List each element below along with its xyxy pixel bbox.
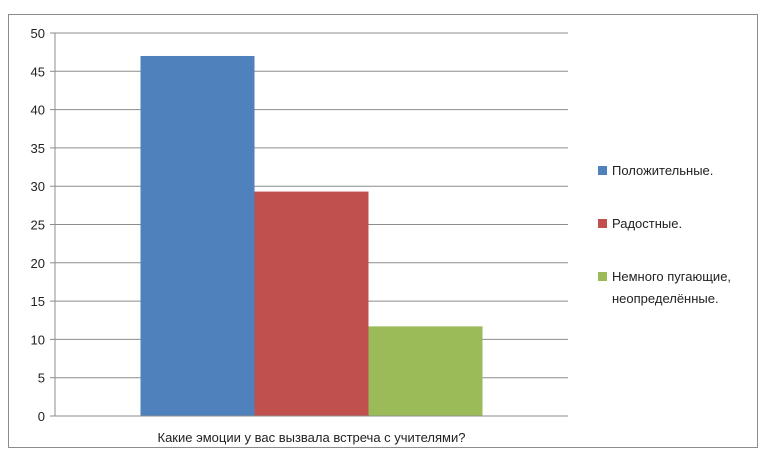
- bar-series-3: [368, 326, 483, 416]
- y-tick-label: 15: [31, 294, 45, 309]
- y-tick-label: 45: [31, 64, 45, 79]
- legend: Положительные. Радостные. Немного пугающие…: [598, 163, 731, 306]
- y-tick-label: 20: [31, 256, 45, 271]
- y-tick-label: 50: [31, 26, 45, 41]
- bar-series-1: [140, 55, 255, 416]
- y-tick-label: 35: [31, 141, 45, 156]
- legend-swatch-3: [598, 272, 607, 281]
- y-tick-label: 30: [31, 179, 45, 194]
- legend-label-1: Положительные.: [612, 163, 713, 178]
- y-axis-ticks: 0 5 10 15 20 25 30 35 40 45 50: [31, 26, 55, 424]
- legend-swatch-2: [598, 219, 607, 228]
- y-tick-label: 0: [38, 409, 45, 424]
- bar-series-2: [254, 191, 369, 416]
- y-tick-label: 5: [38, 371, 45, 386]
- legend-label-2: Радостные.: [612, 216, 682, 231]
- legend-label-3: Немного пугающие,: [612, 269, 731, 284]
- y-tick-label: 25: [31, 218, 45, 233]
- legend-swatch-1: [598, 166, 607, 175]
- x-axis-label: Какие эмоции у вас вызвала встреча с учи…: [158, 430, 466, 445]
- legend-label-3: неопределённые.: [612, 291, 719, 306]
- y-tick-label: 10: [31, 332, 45, 347]
- y-tick-label: 40: [31, 103, 45, 118]
- bars: [140, 55, 483, 416]
